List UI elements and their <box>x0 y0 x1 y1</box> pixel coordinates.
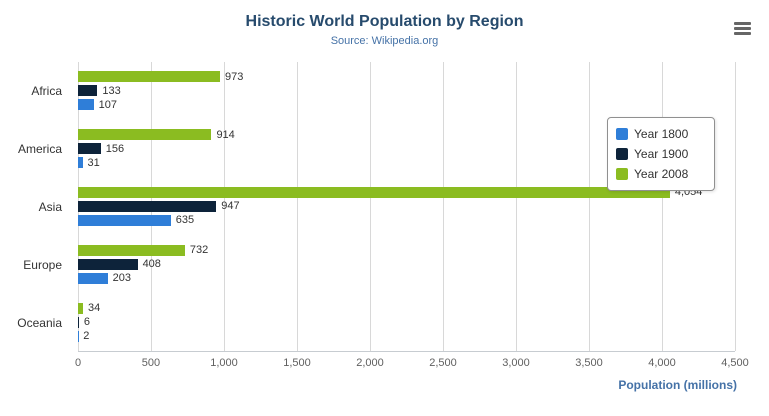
gridline <box>443 62 444 351</box>
bar-row: 34 <box>78 302 735 315</box>
legend-item-year-1900[interactable]: Year 1900 <box>616 144 706 164</box>
bar-value-label: 973 <box>225 70 244 83</box>
export-menu-icon-bar <box>734 27 751 30</box>
gridline <box>589 62 590 351</box>
legend-swatch <box>616 128 628 140</box>
x-tick-label: 4,000 <box>648 357 676 369</box>
bar-row: 973 <box>78 70 735 83</box>
bar-row: 203 <box>78 272 735 285</box>
x-tick-label: 2,000 <box>356 357 384 369</box>
bar-year-1900 <box>78 143 101 155</box>
x-tick-label: 3,500 <box>575 357 603 369</box>
gridline <box>223 62 225 351</box>
bar-value-label: 133 <box>102 84 121 97</box>
bar-value-label: 408 <box>142 258 161 271</box>
legend-label: Year 1900 <box>634 147 689 161</box>
bar-row: 107 <box>78 98 735 111</box>
x-tick-label: 3,000 <box>502 357 530 369</box>
x-tick-label: 4,500 <box>721 357 749 369</box>
legend-swatch <box>616 168 628 180</box>
bar-value-label: 732 <box>189 244 209 257</box>
legend-swatch <box>616 148 628 160</box>
category-band: 914 156 31 <box>78 120 735 178</box>
bar-row: 31 <box>78 156 735 169</box>
chart-title: Historic World Population by Region <box>245 13 524 30</box>
category-label: Asia <box>38 200 62 214</box>
bar-row: 947 <box>78 200 735 213</box>
legend-item-year-2008[interactable]: Year 2008 <box>616 164 706 184</box>
bar-year-2008 <box>78 302 83 314</box>
x-tick-label: 0 <box>74 357 82 369</box>
bar-value-label: 107 <box>98 98 117 111</box>
bar-year-1800 <box>78 272 108 284</box>
bar-value-label: 947 <box>221 200 240 213</box>
gridline <box>735 62 736 351</box>
bar-year-1900 <box>78 85 98 97</box>
gridline <box>297 62 298 351</box>
x-tick-label: 2,500 <box>429 357 457 369</box>
bar-year-2008 <box>78 129 212 141</box>
bar-value-label: 914 <box>216 128 235 141</box>
bar-row: 2 <box>78 330 735 343</box>
export-menu-icon-bar <box>734 22 751 25</box>
category-band: 973 133 107 <box>78 62 735 120</box>
legend: Year 1800 Year 1900 Year 2008 <box>607 117 715 191</box>
gridline <box>661 62 663 351</box>
x-axis-ticks: 0 500 1,000 1,500 2,000 2,500 3,000 3,500 4,000 4… <box>74 357 749 371</box>
export-menu-icon[interactable] <box>734 22 751 35</box>
bar-year-1800 <box>78 99 94 111</box>
x-axis-title: Population (millions) <box>618 378 737 392</box>
category-label: Europe <box>23 258 62 272</box>
export-menu-icon-bar <box>734 32 751 35</box>
bar-row: 635 <box>78 214 735 227</box>
category-label: America <box>17 142 62 156</box>
bar-year-2008 <box>78 244 185 256</box>
bar-row: 156 <box>78 142 735 155</box>
bar-year-2008 <box>78 186 670 198</box>
plot-area: 973 133 107 914 156 31 4,054 947 635 732 408 203 34 6… <box>78 62 736 352</box>
bands: 973 133 107 914 156 31 4,054 947 635 732 408 203 34 6… <box>78 62 735 351</box>
bar-value-label: 6 <box>83 316 90 329</box>
category-band: 34 6 2 <box>78 293 735 351</box>
legend-item-year-1800[interactable]: Year 1800 <box>616 124 706 144</box>
bar-year-1800 <box>78 214 171 226</box>
bar-value-label: 203 <box>112 272 131 285</box>
x-tick-label: 500 <box>141 357 161 369</box>
bar-value-label: 635 <box>175 214 195 227</box>
bar-year-1900 <box>78 200 217 212</box>
legend-label: Year 2008 <box>634 167 689 181</box>
bar-year-1900 <box>78 316 79 328</box>
gridline <box>516 62 517 351</box>
bar-value-label: 156 <box>105 142 125 155</box>
bar-row: 408 <box>78 258 735 271</box>
bar-row: 133 <box>78 84 735 97</box>
bar-value-label: 34 <box>87 302 101 315</box>
bar-year-1800 <box>78 157 83 169</box>
legend-label: Year 1800 <box>634 127 689 141</box>
category-band: 732 408 203 <box>78 235 735 293</box>
category-label: Oceania <box>17 316 62 330</box>
bar-row: 6 <box>78 316 735 329</box>
bar-value-label: 2 <box>83 330 90 343</box>
bar-row: 914 <box>78 128 735 141</box>
bar-year-1900 <box>78 258 138 270</box>
bar-value-label: 31 <box>87 156 100 169</box>
bar-row: 732 <box>78 244 735 257</box>
bar-year-2008 <box>78 71 221 83</box>
x-tick-label: 1,000 <box>210 357 238 369</box>
x-tick-label: 1,500 <box>283 357 311 369</box>
gridline <box>369 62 371 351</box>
category-label: Africa <box>31 84 62 98</box>
category-axis: Africa America Asia Europe Oceania <box>0 62 70 352</box>
chart-subtitle: Source: Wikipedia.org <box>330 35 439 47</box>
